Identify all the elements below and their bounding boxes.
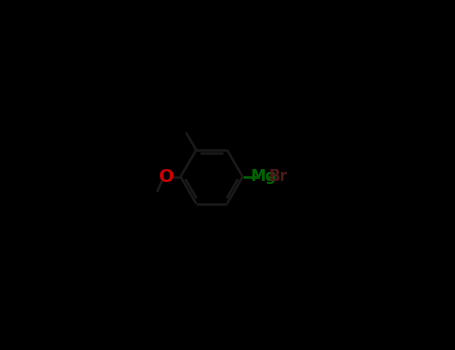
Text: Mg: Mg — [251, 169, 277, 184]
Text: O: O — [158, 168, 173, 186]
Text: Br: Br — [269, 169, 288, 184]
